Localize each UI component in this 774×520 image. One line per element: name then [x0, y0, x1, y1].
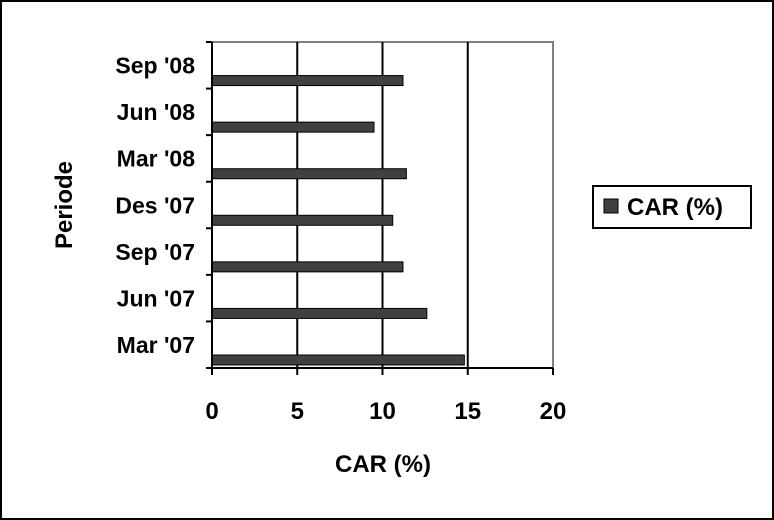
x-tick-label: 5: [291, 398, 304, 425]
x-axis-title: CAR (%): [335, 451, 431, 478]
bar: [211, 168, 407, 180]
y-tick-label: Sep '08: [115, 53, 195, 79]
y-tick-label: Jun '07: [117, 285, 195, 311]
x-tick-label: 0: [205, 398, 218, 425]
bar: [211, 75, 404, 87]
x-tick-label: 20: [540, 398, 567, 425]
legend-box: [592, 185, 752, 229]
y-tick-label: Jun '08: [117, 99, 196, 125]
tick-labels: Mar '07 Jun '07 Sep '07 Des '07 Mar '08 Jun '…: [115, 53, 566, 425]
x-tick-label: 10: [369, 398, 396, 425]
bar: [211, 261, 404, 273]
legend-label: CAR (%): [627, 194, 723, 221]
x-tick-label: 15: [454, 398, 481, 425]
legend-swatch: [603, 198, 619, 214]
bar: [211, 121, 375, 133]
y-tick-label: Sep '07: [115, 239, 195, 265]
y-tick-label: Mar '08: [117, 146, 196, 172]
bar: [211, 354, 465, 366]
bar: [211, 214, 394, 226]
y-tick-label: Mar '07: [117, 332, 195, 358]
axes: [206, 41, 554, 375]
y-axis-title: Periode: [51, 161, 78, 249]
legend: CAR (%): [592, 185, 752, 229]
y-tick-label: Des '07: [115, 192, 195, 218]
bar: [211, 307, 428, 319]
